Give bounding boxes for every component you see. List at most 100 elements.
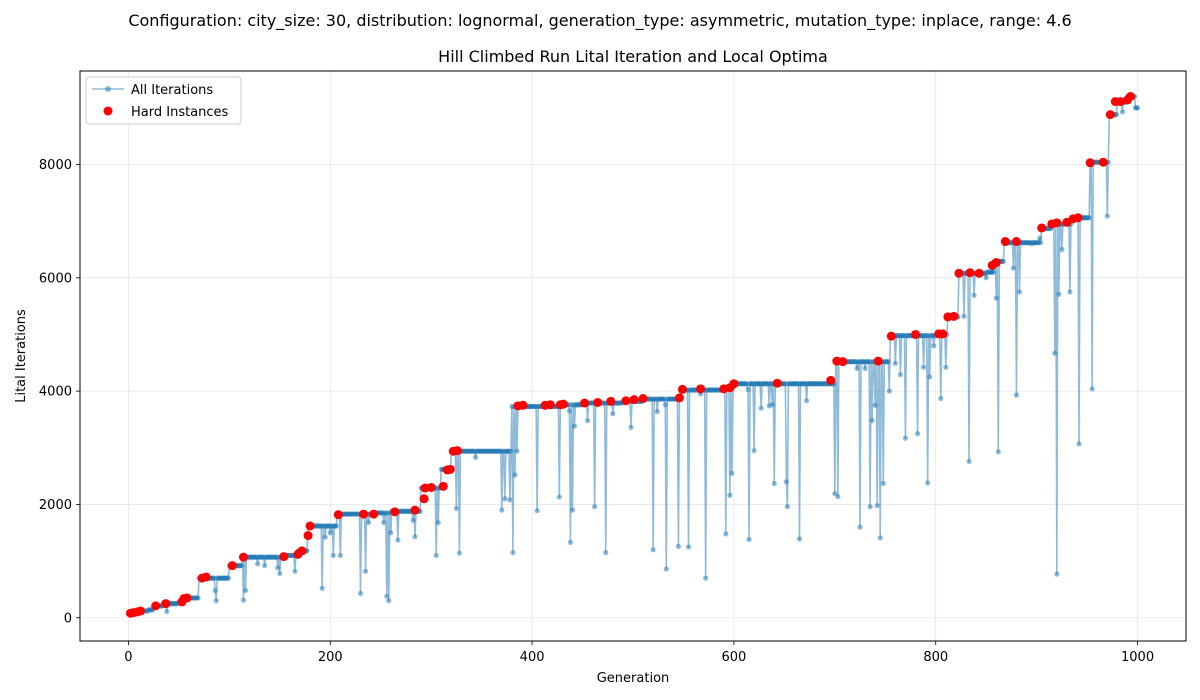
- iteration-point: [412, 534, 418, 540]
- x-tick-label: 200: [318, 650, 343, 665]
- hard-instance-point: [1073, 213, 1083, 223]
- iteration-point: [1052, 350, 1058, 356]
- iteration-point: [654, 408, 660, 415]
- y-axis-ticks: 0 2000 4000 6000 8000: [39, 158, 80, 626]
- iteration-point: [857, 524, 863, 530]
- hard-instance-point: [1011, 237, 1021, 247]
- hard-instance-point: [136, 606, 146, 616]
- iteration-point: [386, 598, 392, 604]
- iteration-point: [921, 364, 927, 370]
- iteration-point: [502, 496, 508, 502]
- hard-instance-point: [949, 311, 959, 321]
- iteration-point: [1067, 289, 1073, 295]
- hard-instance-point: [545, 400, 555, 410]
- hard-instance-point: [369, 509, 379, 519]
- hard-instance-point: [638, 394, 648, 403]
- hard-instance-point: [303, 531, 313, 541]
- plot-border: [79, 70, 1187, 642]
- iteration-point: [472, 454, 479, 461]
- iteration-point: [277, 570, 283, 577]
- iteration-point: [592, 504, 598, 510]
- iteration-point: [729, 470, 735, 476]
- hard-instance-point: [974, 268, 984, 278]
- iteration-point: [663, 566, 669, 572]
- iteration-point: [1056, 291, 1062, 297]
- iteration-point: [727, 492, 733, 498]
- iteration-point: [195, 595, 201, 601]
- hard-instance-point: [359, 509, 369, 519]
- iteration-point: [512, 472, 518, 478]
- iteration-point: [892, 360, 898, 366]
- iteration-point: [1086, 215, 1092, 221]
- iteration-point: [384, 593, 390, 599]
- hard-instance-point: [580, 398, 590, 408]
- iteration-point: [803, 398, 810, 404]
- iteration-point: [435, 519, 441, 526]
- y-tick-label: 4000: [39, 385, 72, 400]
- iteration-point: [931, 343, 937, 349]
- x-tick-label: 0: [124, 650, 132, 665]
- iteration-point: [357, 590, 364, 597]
- iteration-point: [938, 395, 944, 402]
- hard-instance-point: [305, 521, 315, 531]
- iteration-point: [771, 480, 777, 487]
- hard-instance-point: [297, 546, 307, 556]
- x-axis-ticks: 0 200 400 600 800 1000: [124, 641, 1154, 665]
- figure-suptitle: Configuration: city_size: 30, distributi…: [128, 11, 1072, 30]
- iteration-point: [1013, 392, 1020, 398]
- iteration-point: [862, 365, 868, 372]
- iteration-point: [854, 365, 860, 372]
- iteration-point: [567, 539, 574, 546]
- iteration-point: [723, 531, 729, 537]
- iteration-point: [337, 552, 343, 559]
- iteration-point: [610, 411, 616, 417]
- hard-instance-point: [438, 481, 448, 491]
- iteration-point: [867, 504, 873, 510]
- hard-instance-point: [238, 552, 248, 562]
- iteration-point: [275, 565, 281, 571]
- hard-instance-point: [593, 397, 603, 407]
- iteration-point: [571, 423, 578, 429]
- y-tick-label: 2000: [39, 498, 72, 513]
- iteration-point: [240, 597, 247, 603]
- iteration-point: [745, 386, 751, 393]
- iteration-point: [1054, 571, 1060, 577]
- iteration-point: [164, 608, 170, 615]
- iteration-point: [322, 534, 328, 540]
- iteration-point: [510, 550, 516, 556]
- iteration-point: [662, 402, 668, 408]
- iteration-point: [1016, 289, 1023, 295]
- iteration-point: [925, 480, 931, 486]
- hard-instance-point: [227, 561, 237, 571]
- iteration-point: [703, 575, 709, 581]
- x-tick-label: 400: [520, 650, 545, 665]
- iteration-point: [327, 530, 333, 536]
- iteration-point: [453, 505, 459, 512]
- hard-instance-point: [838, 357, 848, 367]
- hard-instance-point: [161, 599, 171, 609]
- hard-instance-point: [558, 399, 568, 409]
- hard-instance-point: [1098, 157, 1108, 167]
- iteration-point: [1010, 265, 1017, 271]
- hard-instance-point: [279, 552, 289, 562]
- iteration-point: [508, 448, 514, 454]
- hard-instance-point: [629, 395, 639, 405]
- legend-hard-instances-label: Hard Instances: [131, 105, 229, 120]
- iteration-point: [366, 519, 372, 526]
- iteration-point: [1134, 105, 1141, 111]
- iteration-point: [650, 547, 656, 553]
- iteration-point: [507, 497, 513, 503]
- iteration-point: [872, 402, 878, 408]
- hard-instance-point: [151, 601, 161, 611]
- hard-instance-point: [826, 375, 836, 385]
- iteration-point: [456, 550, 463, 556]
- iteration-point: [966, 458, 972, 464]
- hard-instance-point: [674, 393, 684, 403]
- legend: All Iterations Hard Instances: [85, 76, 242, 125]
- iteration-point: [783, 479, 789, 485]
- iteration-point: [914, 431, 921, 437]
- iteration-point: [395, 537, 401, 543]
- iteration-point: [751, 448, 757, 454]
- iteration-point: [885, 359, 891, 365]
- iteration-point: [569, 507, 576, 513]
